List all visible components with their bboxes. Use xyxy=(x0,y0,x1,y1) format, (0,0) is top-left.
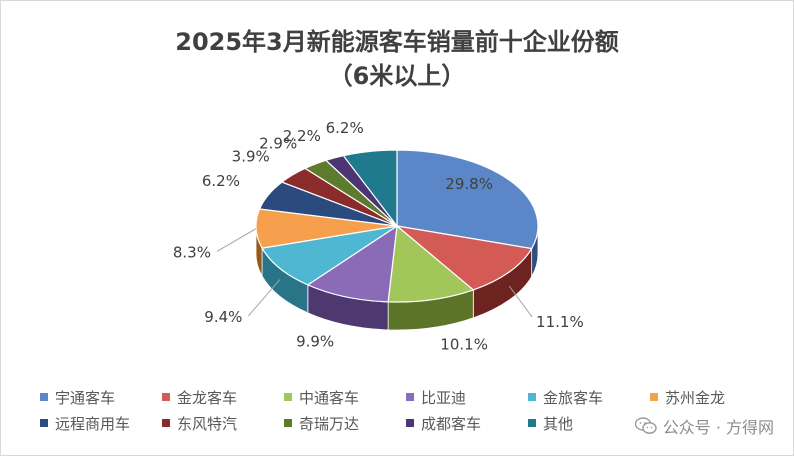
pie-label-9: 2.2% xyxy=(283,127,321,145)
legend-swatch xyxy=(40,419,48,427)
legend-swatch xyxy=(40,393,48,401)
pie-slice-0 xyxy=(396,149,539,250)
pie-slice-3 xyxy=(306,224,398,303)
legend-item: 远程商用车 xyxy=(40,413,162,434)
legend-label: 成都客车 xyxy=(421,414,482,433)
wechat-icon xyxy=(634,417,657,434)
chart-legend: 宇通客车 金龙客车 中通客车 比亚迪 金旅客车 苏州金龙远程商用车 东风特汽 奇瑞万达 成都客车… xyxy=(40,384,780,436)
legend-label: 东风特汽 xyxy=(177,414,238,433)
pie-label-6: 6.2% xyxy=(202,172,240,190)
pie-label-3: 9.9% xyxy=(296,332,334,350)
legend-item: 苏州金龙 xyxy=(650,387,772,408)
pie-labels: 29.8% 11.1% 10.1% 9.9% 9.4% 8.3% 6.2% 3.9%2.9%2… xyxy=(173,119,584,354)
pie-leader-1 xyxy=(508,285,533,318)
pie-label-4: 9.4% xyxy=(204,308,242,326)
pie-slice-1 xyxy=(394,225,533,291)
pie-label-8: 2.9% xyxy=(259,134,297,152)
legend-label: 远程商用车 xyxy=(55,414,131,433)
legend-swatch xyxy=(284,393,292,401)
legend-row: 宇通客车 金龙客车 中通客车 比亚迪 金旅客车 苏州金龙 xyxy=(40,384,780,410)
legend-swatch xyxy=(406,419,414,427)
legend-swatch xyxy=(284,419,292,427)
pie-label-7: 3.9% xyxy=(232,148,270,166)
pie-slice-2 xyxy=(387,224,475,303)
pie-label-10: 6.2% xyxy=(326,119,364,137)
legend-label: 中通客车 xyxy=(299,388,360,407)
watermark-text: 公众号 · 方得网 xyxy=(662,418,774,437)
legend-swatch xyxy=(162,419,170,427)
legend-row: 远程商用车 东风特汽 奇瑞万达 成都客车 其他 xyxy=(40,410,780,436)
legend-item: 东风特汽 xyxy=(162,413,284,434)
legend-swatch xyxy=(528,393,536,401)
legend-label: 宇通客车 xyxy=(55,388,116,407)
pie-chart: 29.8% 11.1% 10.1% 9.9% 9.4% 8.3% 6.2% 3.9%2.9%2… xyxy=(173,119,584,354)
legend-swatch xyxy=(528,419,536,427)
pie-leader-4 xyxy=(248,279,281,317)
chart-subtitle: （6米以上） xyxy=(328,62,466,90)
legend-item: 奇瑞万达 xyxy=(284,413,406,434)
pie-leader-5 xyxy=(216,228,257,252)
watermark: 公众号 · 方得网 xyxy=(634,414,774,438)
pie-slice-10 xyxy=(342,149,398,228)
pie-label-2: 10.1% xyxy=(440,336,488,354)
legend-item: 中通客车 xyxy=(284,387,406,408)
legend-item: 比亚迪 xyxy=(406,387,528,408)
legend-swatch xyxy=(162,393,170,401)
legend-swatch xyxy=(406,393,414,401)
legend-item: 宇通客车 xyxy=(40,387,162,408)
legend-label: 其他 xyxy=(543,414,574,433)
legend-label: 金旅客车 xyxy=(543,388,604,407)
legend-label: 比亚迪 xyxy=(421,388,467,407)
pie-slice-4 xyxy=(261,225,398,286)
legend-item: 金龙客车 xyxy=(162,387,284,408)
pie-label-5: 8.3% xyxy=(173,243,211,261)
pie-label-1: 11.1% xyxy=(536,313,584,331)
legend-item: 金旅客车 xyxy=(528,387,650,408)
legend-label: 苏州金龙 xyxy=(665,388,726,407)
legend-item: 其他 xyxy=(528,413,650,434)
legend-label: 金龙客车 xyxy=(177,388,238,407)
legend-label: 奇瑞万达 xyxy=(299,414,360,433)
legend-swatch xyxy=(650,393,658,401)
legend-item: 成都客车 xyxy=(406,413,528,434)
pie-top xyxy=(255,149,539,303)
pie-label-0: 29.8% xyxy=(445,175,493,193)
chart-title: 2025年3月新能源客车销量前十企业份额 xyxy=(175,28,619,56)
